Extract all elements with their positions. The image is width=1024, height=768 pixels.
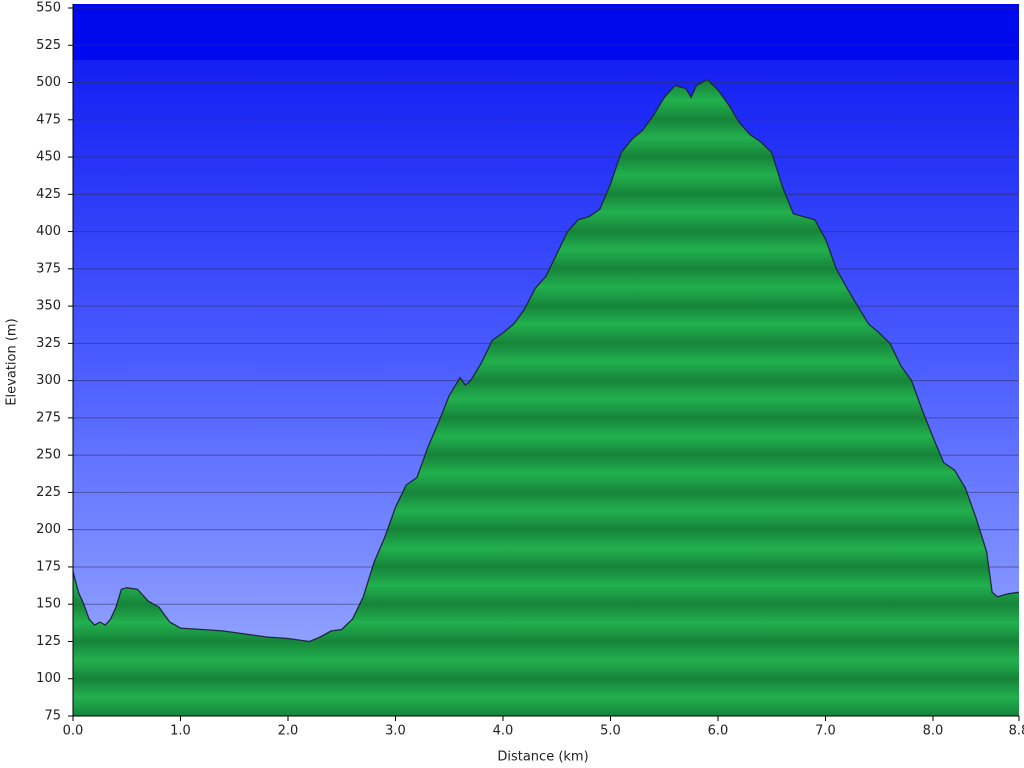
- x-tick-label: 6.0: [708, 724, 729, 739]
- y-tick-label: 175: [36, 559, 61, 574]
- y-tick-label: 225: [36, 485, 61, 500]
- y-tick-label: 200: [36, 522, 61, 537]
- y-tick-label: 275: [36, 410, 61, 425]
- x-tick-label: 3.0: [385, 724, 406, 739]
- x-tick-label: 4.0: [493, 724, 514, 739]
- y-tick-label: 475: [36, 112, 61, 127]
- x-axis-title: Distance (km): [497, 750, 588, 765]
- y-tick-label: 350: [36, 299, 61, 314]
- y-tick-label: 500: [36, 75, 61, 90]
- y-tick-label: 100: [36, 671, 61, 686]
- x-tick-label: 8.8: [1009, 724, 1024, 739]
- elevation-line: [72, 78, 1020, 643]
- x-tick-label: 8.0: [923, 724, 944, 739]
- x-tick-label: 5.0: [600, 724, 621, 739]
- y-tick-label: 425: [36, 187, 61, 202]
- y-tick-label: 525: [36, 38, 61, 53]
- y-tick-label: 400: [36, 224, 61, 239]
- y-tick-label: 300: [36, 373, 61, 388]
- y-tick-label: 450: [36, 150, 61, 165]
- x-tick-label: 7.0: [815, 724, 836, 739]
- x-tick-label: 2.0: [278, 724, 299, 739]
- y-tick-label: 125: [36, 634, 61, 649]
- y-tick-label: 375: [36, 261, 61, 276]
- elevation-area: [73, 79, 1019, 716]
- y-tick-label: 550: [36, 1, 61, 16]
- y-tick-label: 75: [44, 709, 61, 724]
- y-tick-label: 250: [36, 448, 61, 463]
- y-tick-label: 150: [36, 597, 61, 612]
- y-tick-label: 325: [36, 336, 61, 351]
- plot-top-band: [73, 4, 1019, 60]
- y-axis-title: Elevation (m): [5, 318, 20, 405]
- x-tick-label: 0.0: [63, 724, 84, 739]
- x-tick-label: 1.0: [170, 724, 191, 739]
